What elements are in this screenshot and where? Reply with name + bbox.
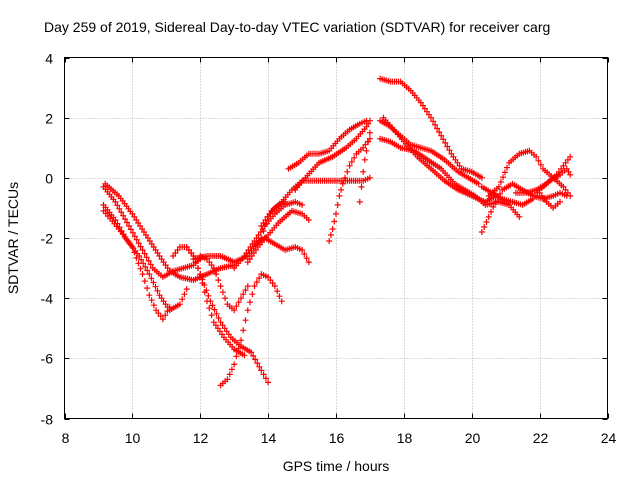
series-arc8 [217, 271, 285, 389]
x-tick-label: 8 [62, 430, 70, 446]
grid-lines [64, 57, 608, 419]
data-series [100, 75, 574, 389]
x-tick-label: 20 [465, 430, 481, 446]
data-point-markers [356, 129, 373, 205]
series-arc12 [251, 235, 312, 266]
data-point-markers [251, 235, 312, 266]
data-point-markers [380, 114, 499, 205]
data-point-markers [100, 183, 204, 281]
data-point-markers [292, 117, 373, 193]
x-tick-label: 24 [601, 430, 617, 446]
x-tick-label: 10 [125, 430, 141, 446]
series-arc16 [326, 135, 373, 244]
series-arc15 [292, 117, 373, 193]
x-axis-label: GPS time / hours [283, 458, 390, 474]
series-arc14 [285, 117, 370, 172]
series-arc3 [100, 207, 173, 323]
series-arc11 [244, 207, 312, 266]
series-arc26 [536, 189, 563, 211]
series-arc10 [231, 198, 306, 272]
data-point-markers [512, 153, 574, 196]
plot-frame [64, 57, 608, 419]
series-arc25 [512, 153, 574, 196]
axis-ticks [64, 57, 609, 420]
x-tick-label: 22 [533, 430, 549, 446]
data-point-markers [285, 117, 370, 172]
x-tick-label: 16 [329, 430, 345, 446]
series-arc17 [356, 129, 373, 205]
data-point-markers [100, 207, 173, 323]
y-tick-label: 2 [45, 111, 53, 127]
data-point-markers [217, 271, 285, 389]
y-tick-label: -4 [41, 291, 54, 307]
data-point-markers [231, 198, 306, 272]
series-arc18 [377, 75, 485, 181]
y-axis-label: SDTVAR / TECUs [5, 182, 21, 294]
data-point-markers [183, 244, 248, 359]
series-arc21 [380, 114, 499, 205]
y-tick-label: -8 [41, 412, 54, 428]
series-arc6 [183, 244, 248, 359]
x-tick-label: 14 [261, 430, 277, 446]
series-arc4 [102, 180, 238, 284]
x-tick-label: 18 [397, 430, 413, 446]
x-tick-label: 12 [193, 430, 209, 446]
chart-title: Day 259 of 2019, Sidereal Day-to-day VTE… [44, 19, 550, 35]
y-tick-label: -2 [41, 231, 54, 247]
data-point-markers [244, 207, 312, 266]
y-tick-label: -6 [41, 351, 54, 367]
y-tick-label: 4 [45, 51, 53, 67]
data-point-markers [326, 135, 373, 244]
data-point-markers [377, 75, 485, 181]
series-arc1 [100, 183, 204, 281]
y-tick-label: 0 [45, 171, 53, 187]
data-point-markers [102, 180, 238, 284]
data-point-markers [536, 189, 563, 211]
